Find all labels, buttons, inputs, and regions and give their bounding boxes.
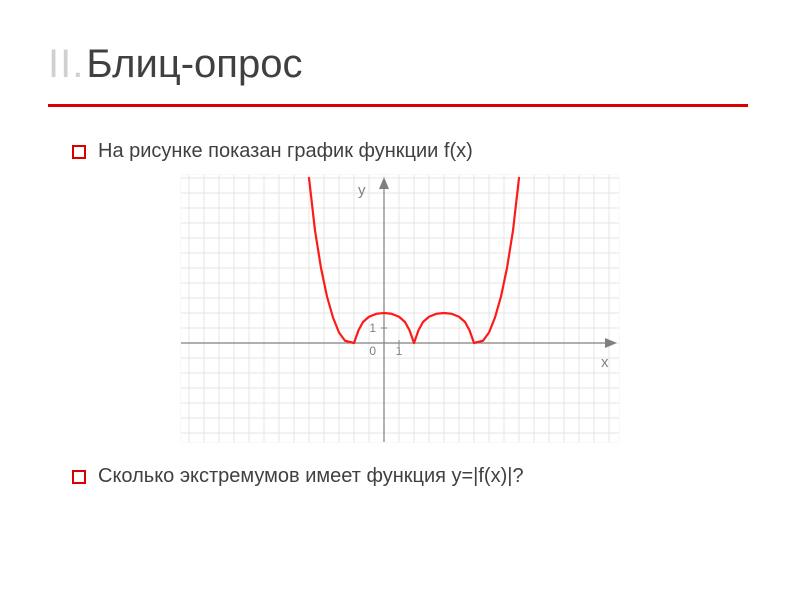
bullet-1-text: На рисунке показан график функции f(x) <box>98 140 473 163</box>
svg-text:1: 1 <box>369 321 376 335</box>
chart-svg: 0 1 1 x y <box>181 175 619 442</box>
svg-text:x: x <box>601 354 609 371</box>
svg-text:0: 0 <box>369 344 376 358</box>
title-underline <box>48 104 748 107</box>
function-graph: 0 1 1 x y <box>181 175 619 442</box>
bullet-square-icon <box>72 145 86 159</box>
bullet-1: На рисунке показан график функции f(x) <box>72 140 473 163</box>
slide-title: II. Блиц-опрос <box>48 42 302 87</box>
svg-text:1: 1 <box>396 344 403 358</box>
svg-text:y: y <box>358 182 366 199</box>
bullet-square-icon <box>72 470 86 484</box>
bullet-2-text: Сколько экстремумов имеет функция y=|f(x… <box>98 465 524 488</box>
bullet-2: Сколько экстремумов имеет функция y=|f(x… <box>72 465 524 488</box>
title-text: Блиц-опрос <box>86 42 302 87</box>
title-numeral: II. <box>48 42 84 87</box>
